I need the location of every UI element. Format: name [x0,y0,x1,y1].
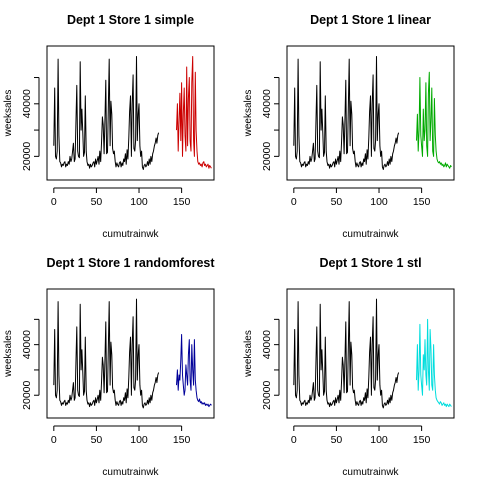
plot-frame [46,45,215,181]
x-tick-label: 100 [370,434,388,446]
y-tick-label: 40000 [261,330,273,359]
plot-frame [46,288,215,419]
chart-title: Dept 1 Store 1 linear [310,13,431,27]
series-line-forecast [176,56,212,169]
x-tick-label: 100 [130,196,148,208]
plot-frame [286,45,455,181]
y-axis-label: weeksales [243,90,254,138]
x-tick-label: 50 [331,434,343,446]
y-tick-label: 20000 [21,142,33,171]
chart-title: Dept 1 Store 1 simple [67,13,194,27]
x-tick-label: 0 [291,196,297,208]
panel-2: Dept 1 Store 1 linear 0 50 100 150 20000 40000… [243,13,455,240]
y-tick-label: 40000 [21,330,33,359]
series-line-forecast [416,71,452,169]
y-tick-label: 20000 [261,142,273,171]
y-axis-label: weeksales [243,330,254,378]
x-tick-label: 0 [51,434,57,446]
y-axis-label: weeksales [3,330,14,378]
x-tick-label: 150 [173,434,191,446]
x-tick-label: 100 [370,196,388,208]
x-axis-label: cumutrainwk [342,229,399,240]
x-tick-label: 0 [291,434,297,446]
x-tick-label: 150 [173,196,191,208]
x-axis-label: cumutrainwk [102,467,159,478]
x-tick-label: 100 [130,434,148,446]
chart-title: Dept 1 Store 1 stl [319,256,421,270]
y-tick-label: 40000 [21,89,33,118]
x-tick-label: 150 [413,196,431,208]
x-tick-label: 50 [91,434,103,446]
panel-1: Dept 1 Store 1 simple 0 50 100 150 20000 40000… [3,13,215,240]
series-line-history [53,298,160,409]
y-tick-label: 20000 [21,380,33,409]
x-tick-label: 150 [413,434,431,446]
panel-3: Dept 1 Store 1 randomforest 0 50 100 150 2000… [3,256,215,478]
panel-4: Dept 1 Store 1 stl 0 50 100 150 20000 40000 cum… [243,256,455,478]
chart-title: Dept 1 Store 1 randomforest [46,256,215,270]
series-line-forecast [416,318,452,408]
x-tick-label: 50 [91,196,103,208]
series-line-history [293,56,400,170]
y-axis-label: weeksales [3,90,14,138]
series-line-history [53,56,160,170]
y-tick-label: 40000 [261,89,273,118]
x-axis-label: cumutrainwk [102,229,159,240]
series-line-forecast [176,334,212,408]
y-tick-label: 20000 [261,380,273,409]
x-tick-label: 0 [51,196,57,208]
plot-frame [286,288,455,419]
x-tick-label: 50 [331,196,343,208]
x-axis-label: cumutrainwk [342,467,399,478]
series-line-history [293,298,400,409]
